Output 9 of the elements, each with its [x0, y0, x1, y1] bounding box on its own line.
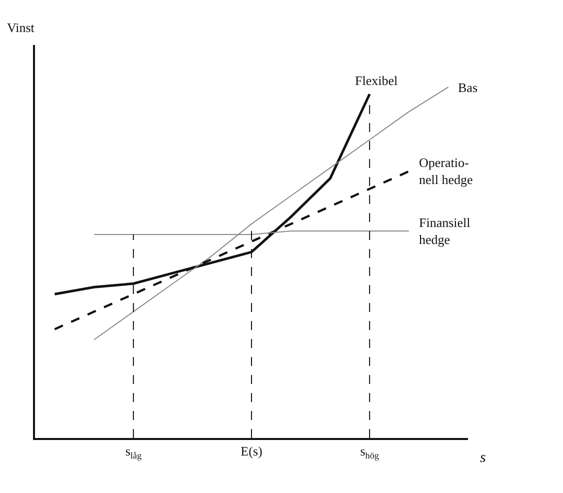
x-tick-label: s$_{hög}$: [360, 444, 380, 460]
series-label: Finansiell hedge: [419, 215, 471, 247]
series-label: Operatio- nell hedge: [419, 155, 474, 187]
y-axis-title: Vinst: [7, 20, 35, 35]
x-tick-label: s$_{låg}$: [125, 444, 142, 460]
x-tick-label: E(s): [240, 444, 262, 459]
series-label: Flexibel: [355, 73, 398, 88]
x-axis-title: s: [480, 450, 486, 466]
series-label: Bas: [458, 80, 478, 95]
